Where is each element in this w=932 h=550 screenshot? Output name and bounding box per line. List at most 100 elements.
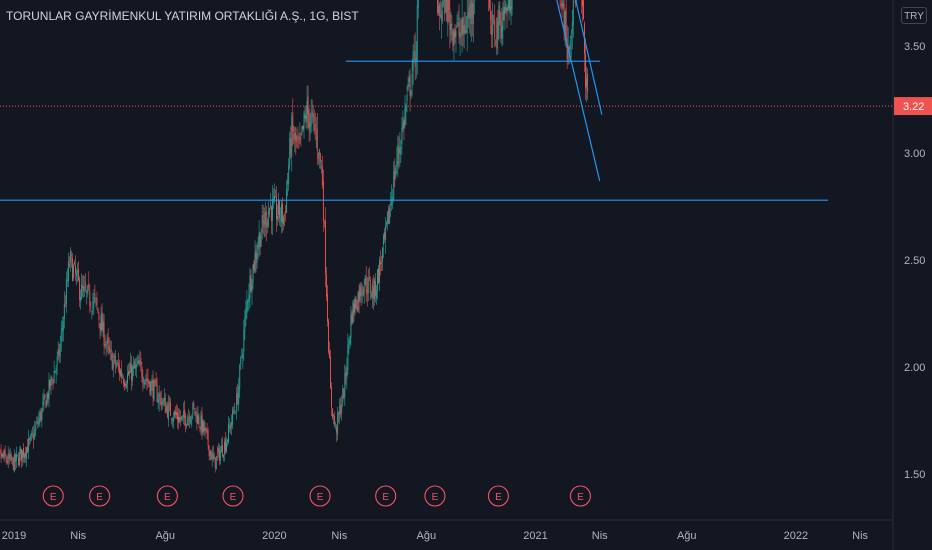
candle-body xyxy=(197,414,199,424)
candle-body xyxy=(96,298,98,306)
candle-body xyxy=(6,460,8,463)
candle-body xyxy=(510,6,512,17)
candle-body xyxy=(437,0,439,13)
candle-body xyxy=(195,411,197,414)
candle-body xyxy=(395,170,397,177)
candle-body xyxy=(317,153,319,159)
candle-body xyxy=(177,412,178,420)
candle-body xyxy=(115,365,117,367)
candle-body xyxy=(32,433,34,435)
candle-body xyxy=(234,411,236,412)
candle-body xyxy=(171,420,173,422)
candle-body xyxy=(464,24,466,35)
candle-body xyxy=(258,232,260,247)
candle-body xyxy=(504,7,506,15)
candle-body xyxy=(312,113,314,118)
candle-body xyxy=(247,300,249,303)
candle-body xyxy=(102,320,104,333)
candle-body xyxy=(162,399,164,405)
candle-body xyxy=(354,298,356,313)
candle-body xyxy=(328,321,329,352)
earnings-marker xyxy=(424,485,446,507)
candle-body xyxy=(442,0,444,8)
candle-body xyxy=(236,393,238,412)
candle-body xyxy=(239,365,241,389)
candle-body xyxy=(68,264,70,266)
candle-body xyxy=(169,402,171,416)
candle-body xyxy=(105,344,107,347)
candle-body xyxy=(311,111,313,114)
candle-body xyxy=(111,353,113,371)
candle-body xyxy=(44,394,46,399)
candle-body xyxy=(365,277,367,293)
candle-body xyxy=(570,35,572,39)
candle-body xyxy=(25,452,26,457)
candle-body xyxy=(356,307,358,311)
earnings-marker xyxy=(222,485,244,507)
candle-body xyxy=(145,379,147,380)
candle-body xyxy=(503,6,505,20)
candle-body xyxy=(347,344,349,371)
currency-button[interactable]: TRY xyxy=(901,7,927,24)
time-axis[interactable]: 2019 Nis Ağu 2020 Nis Ağu 2021 Nis Ağu 2022 Nis xyxy=(0,519,893,542)
candle-body xyxy=(168,402,170,404)
candle-body xyxy=(264,212,266,225)
candle-body xyxy=(191,415,193,419)
candle-body xyxy=(569,41,571,51)
candle-body xyxy=(297,136,299,140)
candle-body xyxy=(288,165,290,184)
candle-body xyxy=(415,57,417,62)
candle-body xyxy=(218,448,220,461)
candle-body xyxy=(560,4,562,5)
earnings-marker xyxy=(375,485,397,507)
candle-body xyxy=(248,294,250,302)
candle-body xyxy=(76,273,77,277)
candle-body xyxy=(24,454,25,459)
candle-body xyxy=(228,424,229,443)
candle-body xyxy=(350,314,352,338)
candle-body xyxy=(263,221,265,228)
candle-body xyxy=(99,323,101,330)
candle-body xyxy=(451,23,453,26)
candle-body xyxy=(400,147,402,149)
candle-body xyxy=(82,285,84,289)
candle-body xyxy=(136,364,138,368)
candle-body xyxy=(407,83,409,90)
candle-body xyxy=(298,142,300,143)
candle-body xyxy=(47,393,49,399)
candle-body xyxy=(27,446,29,453)
candle-body xyxy=(225,439,226,451)
candle-body xyxy=(175,411,176,415)
candle-body xyxy=(405,105,407,111)
candle-body xyxy=(189,416,191,423)
candle-body xyxy=(192,403,194,416)
candle-body xyxy=(95,297,97,299)
candle-body xyxy=(226,442,227,453)
price-axis[interactable]: 1.502.002.503.003.504.004.505.005.503.22 xyxy=(892,0,932,550)
candle-body xyxy=(306,100,308,123)
candle-body xyxy=(119,370,121,377)
trend-line-2 xyxy=(556,0,601,182)
candle-body xyxy=(84,286,86,288)
candle-body xyxy=(279,200,280,219)
candle-body xyxy=(294,132,296,140)
candle-body xyxy=(273,195,275,202)
candle-body xyxy=(585,54,586,89)
candle-body xyxy=(295,128,297,142)
candle-body xyxy=(22,450,23,459)
candle-body xyxy=(462,17,464,35)
candle-body xyxy=(5,457,7,462)
candle-body xyxy=(359,284,361,301)
candle-body xyxy=(383,235,385,245)
candle-body xyxy=(246,301,248,311)
candle-body xyxy=(211,453,213,460)
candle-body xyxy=(327,294,328,322)
candle-body xyxy=(154,380,156,382)
price-tick-label: 3.50 xyxy=(904,41,925,53)
candle-body xyxy=(336,426,338,433)
candle-body xyxy=(253,260,255,270)
candle-body xyxy=(352,301,354,324)
earnings-marker-label: E xyxy=(96,492,103,503)
candle-body xyxy=(361,292,363,297)
